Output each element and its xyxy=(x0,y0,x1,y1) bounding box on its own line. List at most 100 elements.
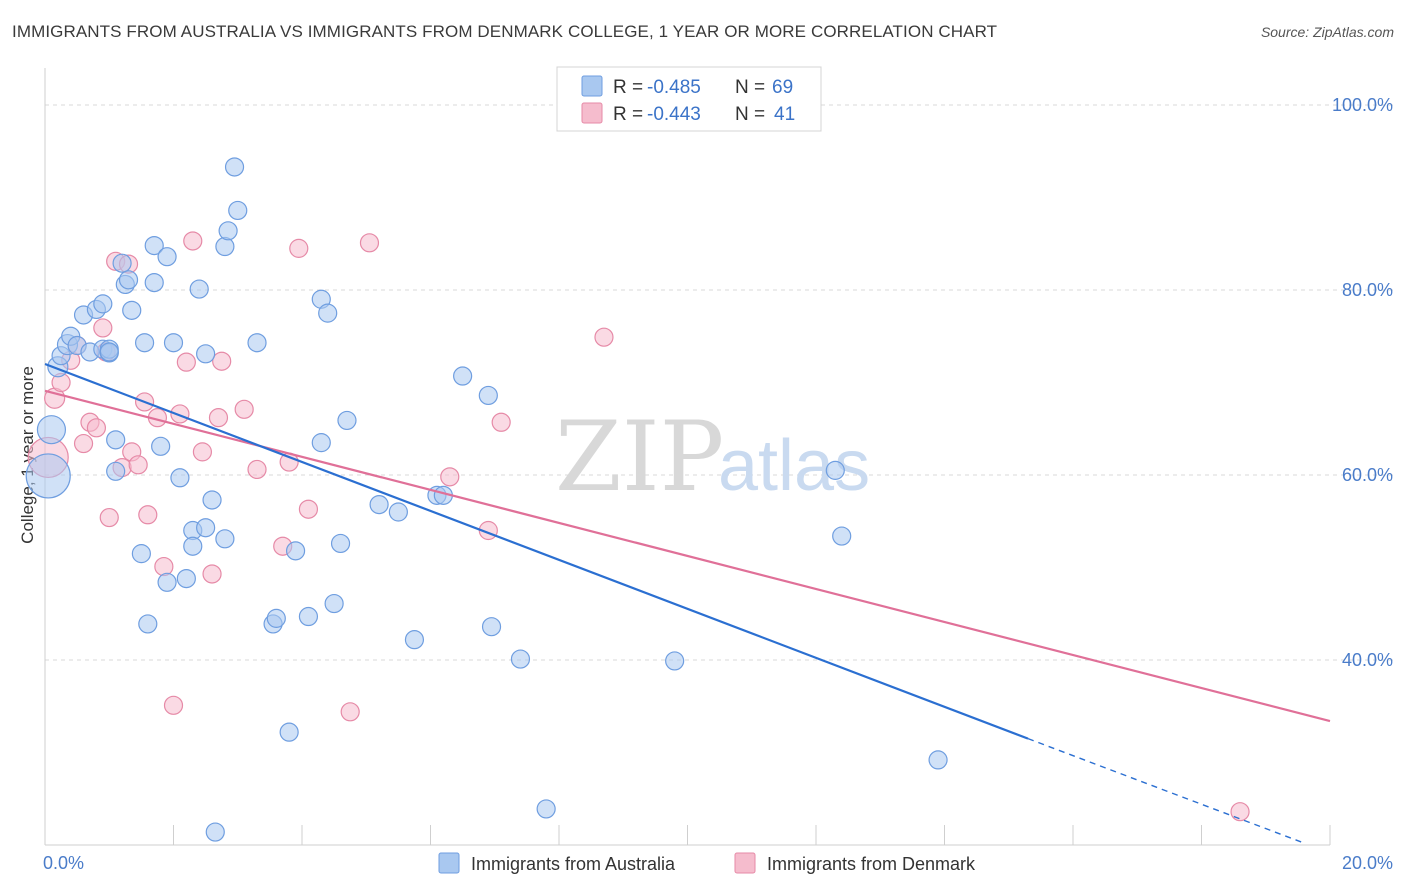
denmark-point xyxy=(128,455,148,475)
australia-point xyxy=(318,303,338,323)
australia-point xyxy=(202,490,222,510)
denmark-point xyxy=(99,507,119,528)
correlation-legend: R = -0.485 N = 69 R = -0.443 N = 41 xyxy=(556,66,822,132)
australia-point xyxy=(36,415,67,445)
australia-point xyxy=(112,253,132,273)
australia-point xyxy=(825,460,845,480)
legend-n-value-denmark: 41 xyxy=(774,104,795,125)
denmark-point xyxy=(491,412,511,432)
australia-point xyxy=(279,722,299,742)
australia-point xyxy=(215,236,235,257)
series-legend: Immigrants from Australia Immigrants fro… xyxy=(438,852,976,874)
australia-point xyxy=(183,536,203,556)
watermark: ZIP atlas xyxy=(555,401,870,513)
bottom-legend-label-australia: Immigrants from Australia xyxy=(471,854,676,874)
australia-point xyxy=(189,279,209,299)
australia-point xyxy=(665,651,685,671)
australia-point xyxy=(536,799,556,819)
denmark-point xyxy=(1230,802,1250,822)
australia-point xyxy=(324,593,344,614)
denmark-point xyxy=(298,499,319,519)
legend-n-label-denmark: N = xyxy=(735,104,765,125)
australia-point xyxy=(266,608,286,628)
legend-swatch-australia xyxy=(581,75,603,97)
denmark-point xyxy=(340,702,360,722)
australia-point xyxy=(163,333,184,353)
x-tick-labels: 0.0% 20.0% xyxy=(43,853,1393,873)
australia-point xyxy=(928,750,948,770)
australia-trend-extension xyxy=(1027,737,1305,844)
australia-point xyxy=(106,461,126,481)
australia-point xyxy=(404,630,425,650)
australia-point xyxy=(218,221,238,241)
australia-point xyxy=(144,273,164,293)
denmark-point xyxy=(93,318,113,338)
bottom-legend-swatch-australia xyxy=(438,852,460,874)
denmark-point xyxy=(154,556,174,577)
chart-title: IMMIGRANTS FROM AUSTRALIA VS IMMIGRANTS … xyxy=(12,22,998,41)
australia-point xyxy=(298,606,319,627)
australia-point xyxy=(510,649,531,669)
y-tick-label: 60.0% xyxy=(1342,465,1393,485)
denmark-point xyxy=(234,399,254,419)
y-tick-label: 80.0% xyxy=(1342,280,1393,300)
australia-point xyxy=(285,541,306,561)
y-tick-label: 40.0% xyxy=(1342,650,1393,670)
australia-point xyxy=(478,385,498,406)
legend-n-value-australia: 69 xyxy=(772,77,793,98)
australia-point xyxy=(176,568,196,589)
denmark-point xyxy=(289,238,309,258)
y-axis-label: College, 1 year or more xyxy=(18,366,37,544)
australia-point xyxy=(330,533,351,554)
australia-point xyxy=(151,436,171,456)
denmark-point xyxy=(176,352,196,372)
australia-point xyxy=(118,270,139,290)
australia-point xyxy=(106,430,126,450)
australia-point xyxy=(228,200,248,221)
bottom-legend-swatch-denmark xyxy=(734,852,756,874)
australia-point xyxy=(247,333,267,353)
australia-point xyxy=(311,433,331,453)
legend-r-label-denmark: R = xyxy=(613,104,643,125)
denmark-point xyxy=(163,695,184,715)
y-tick-label: 100.0% xyxy=(1332,95,1393,115)
denmark-point xyxy=(247,459,267,480)
denmark-point xyxy=(208,408,229,428)
australia-trend-line xyxy=(44,362,1029,740)
denmark-point xyxy=(170,404,190,424)
australia-point xyxy=(481,617,502,637)
australia-point xyxy=(369,495,389,515)
bottom-legend-label-denmark: Immigrants from Denmark xyxy=(767,854,976,874)
australia-point xyxy=(388,502,408,522)
australia-point xyxy=(122,300,142,320)
australia-points xyxy=(25,157,948,842)
australia-point xyxy=(196,518,216,538)
denmark-point xyxy=(440,467,460,487)
legend-r-value-australia: -0.485 xyxy=(647,77,701,98)
denmark-point xyxy=(202,564,222,584)
australia-point xyxy=(131,544,151,564)
watermark-zip: ZIP xyxy=(555,401,724,513)
legend-swatch-denmark xyxy=(581,102,603,124)
denmark-point xyxy=(138,505,158,525)
australia-point xyxy=(832,526,852,546)
x-tick-label: 0.0% xyxy=(43,853,84,873)
watermark-atlas: atlas xyxy=(718,426,870,506)
australia-point xyxy=(215,529,235,549)
grid-lines xyxy=(45,104,1395,661)
australia-point xyxy=(224,157,245,177)
australia-point xyxy=(205,822,225,842)
denmark-point xyxy=(183,231,203,251)
denmark-point xyxy=(359,233,380,253)
australia-point xyxy=(170,468,190,488)
denmark-point xyxy=(594,327,614,347)
australia-point xyxy=(157,572,177,592)
y-tick-labels: 40.0% 60.0% 80.0% 100.0% xyxy=(1332,95,1393,670)
australia-point xyxy=(196,344,216,364)
australia-point xyxy=(337,410,357,431)
denmark-point xyxy=(212,351,232,371)
australia-point xyxy=(25,453,71,499)
denmark-point xyxy=(73,433,94,454)
legend-n-label-australia: N = xyxy=(735,77,765,98)
